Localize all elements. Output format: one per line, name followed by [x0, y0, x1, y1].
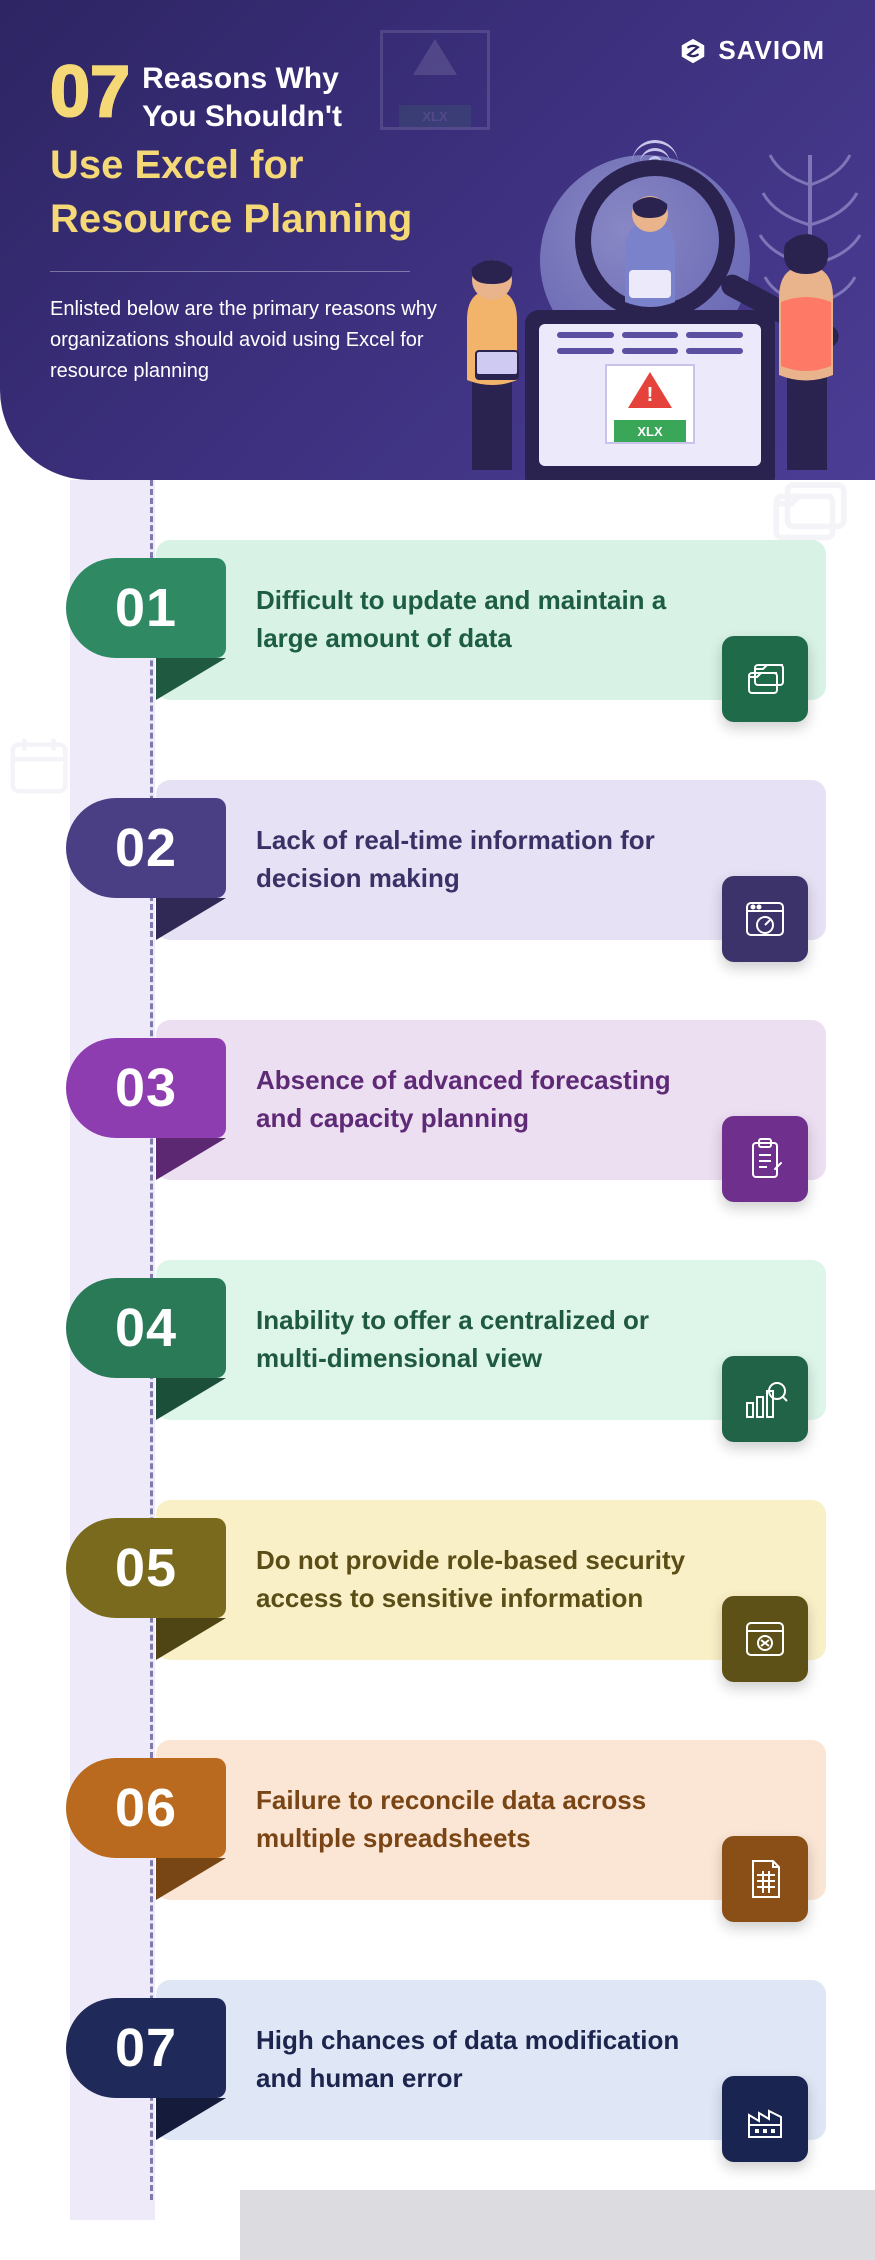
title-reasons: Reasons Why You Shouldn't — [142, 60, 342, 135]
warning-bang: ! — [647, 384, 654, 407]
list-item: 05 Do not provide role-based security ac… — [66, 1500, 826, 1660]
reason-card: Difficult to update and maintain a large… — [156, 540, 826, 700]
reason-card: Inability to offer a centralized or mult… — [156, 1260, 826, 1420]
error-doc: ! XLX — [605, 364, 695, 444]
header-blurb: Enlisted below are the primary reasons w… — [50, 294, 470, 387]
number-text: 01 — [115, 577, 177, 639]
fold-shadow — [156, 658, 226, 700]
spreadsheet-icon — [741, 1855, 789, 1903]
number-text: 05 — [115, 1537, 177, 1599]
number-text: 04 — [115, 1297, 177, 1359]
reason-card: Do not provide role-based security acces… — [156, 1500, 826, 1660]
reason-text: Absence of advanced forecasting and capa… — [256, 1062, 716, 1137]
brand-logo-icon — [678, 36, 708, 66]
card-icon-chip — [722, 2076, 808, 2162]
fold-shadow — [156, 1858, 226, 1900]
card-icon-chip — [722, 1596, 808, 1682]
bg-glyph-calendar — [4, 730, 74, 800]
reason-text: Lack of real-time information for decisi… — [256, 822, 716, 897]
list-item: 03 Absence of advanced forecasting and c… — [66, 1020, 826, 1180]
browser-gauge-icon — [741, 895, 789, 943]
number-text: 03 — [115, 1057, 177, 1119]
items-list: 01 Difficult to update and maintain a la… — [66, 540, 835, 2140]
laptop-screen: ! XLX — [525, 310, 775, 480]
reason-text: Failure to reconcile data across multipl… — [256, 1782, 716, 1857]
fold-shadow — [156, 1618, 226, 1660]
number-text: 07 — [115, 2017, 177, 2079]
number-badge: 05 — [66, 1518, 226, 1618]
card-icon-chip — [722, 1836, 808, 1922]
list-item: 01 Difficult to update and maintain a la… — [66, 540, 826, 700]
reason-card: Lack of real-time information for decisi… — [156, 780, 826, 940]
title-accent-2: Resource Planning — [50, 195, 470, 243]
list-item: 06 Failure to reconcile data across mult… — [66, 1740, 826, 1900]
reason-card: Absence of advanced forecasting and capa… — [156, 1020, 826, 1180]
number-badge: 06 — [66, 1758, 226, 1858]
header: XLX SAVIOM 07 Reasons Why You Shouldn't … — [0, 0, 875, 480]
fold-shadow — [156, 2098, 226, 2140]
list-item: 02 Lack of real-time information for dec… — [66, 780, 826, 940]
reason-card: High chances of data modification and hu… — [156, 1980, 826, 2140]
body: 01 Difficult to update and maintain a la… — [0, 480, 875, 2260]
card-icon-chip — [722, 1356, 808, 1442]
reason-text: Inability to offer a centralized or mult… — [256, 1302, 716, 1377]
fold-shadow — [156, 898, 226, 940]
reason-text: High chances of data modification and hu… — [256, 2022, 716, 2097]
number-badge: 07 — [66, 1998, 226, 2098]
list-item: 04 Inability to offer a centralized or m… — [66, 1260, 826, 1420]
number-badge: 04 — [66, 1278, 226, 1378]
clipboard-icon — [741, 1135, 789, 1183]
brand-name: SAVIOM — [718, 35, 825, 66]
list-item: 07 High chances of data modification and… — [66, 1980, 826, 2140]
reason-text: Do not provide role-based security acces… — [256, 1542, 716, 1617]
reason-card: Failure to reconcile data across multipl… — [156, 1740, 826, 1900]
footer-shadow — [240, 2190, 875, 2260]
title-divider — [50, 271, 410, 272]
infographic-root: XLX SAVIOM 07 Reasons Why You Shouldn't … — [0, 0, 875, 2260]
number-text: 06 — [115, 1777, 177, 1839]
xlx-label: XLX — [614, 420, 686, 442]
brand: SAVIOM — [678, 35, 825, 66]
card-icon-chip — [722, 636, 808, 722]
fold-shadow — [156, 1378, 226, 1420]
factory-icon — [741, 2095, 789, 2143]
number-badge: 01 — [66, 558, 226, 658]
reason-text: Difficult to update and maintain a large… — [256, 582, 716, 657]
browser-lock-icon — [741, 1615, 789, 1663]
number-badge: 03 — [66, 1038, 226, 1138]
hero-illustration: ! XLX — [445, 120, 855, 480]
card-icon-chip — [722, 876, 808, 962]
folders-icon — [741, 655, 789, 703]
fold-shadow — [156, 1138, 226, 1180]
number-text: 02 — [115, 817, 177, 879]
chart-search-icon — [741, 1375, 789, 1423]
title-number: 07 — [50, 60, 130, 125]
card-icon-chip — [722, 1116, 808, 1202]
number-badge: 02 — [66, 798, 226, 898]
